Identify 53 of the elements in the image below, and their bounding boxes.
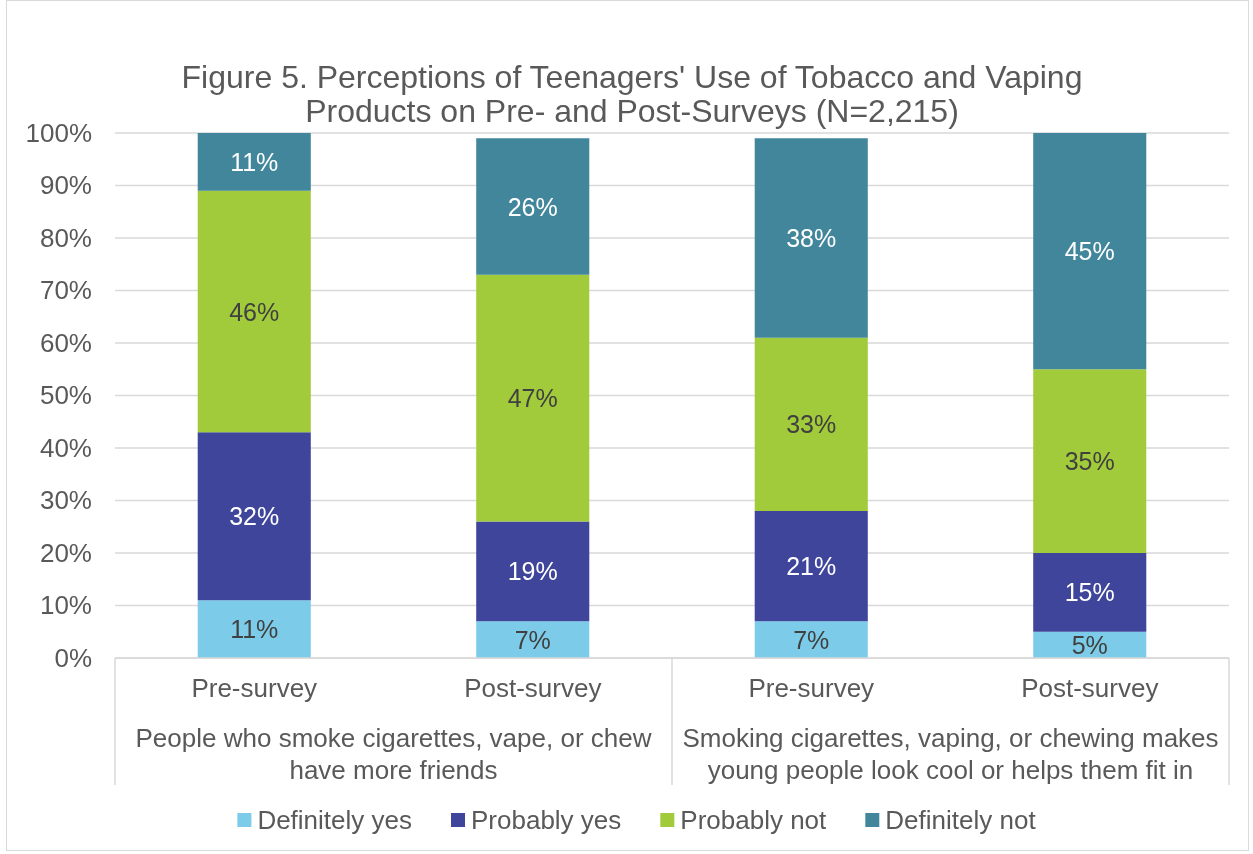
legend-label: Probably not bbox=[680, 805, 828, 835]
y-tick-label: 60% bbox=[39, 327, 92, 358]
data-label: 19% bbox=[507, 557, 558, 586]
data-label: 26% bbox=[507, 192, 558, 221]
legend-label: Definitely yes bbox=[257, 805, 413, 835]
bar bbox=[197, 133, 311, 191]
data-label: 45% bbox=[1064, 237, 1115, 266]
data-label: 21% bbox=[786, 552, 837, 581]
bar bbox=[754, 337, 868, 511]
data-label: 38% bbox=[786, 224, 837, 252]
x-tick-label: Pre-survey bbox=[191, 673, 318, 704]
bar bbox=[1033, 369, 1147, 553]
x-tick-label: Post-survey bbox=[464, 673, 602, 704]
bar bbox=[476, 621, 590, 658]
legend-label: Definitely not bbox=[885, 805, 1037, 835]
data-label: 47% bbox=[507, 384, 558, 413]
y-tick-label: 0% bbox=[54, 642, 92, 673]
y-tick-label: 80% bbox=[39, 222, 92, 253]
text: Smoking cigarettes, vaping, or chewing makes young people look cool or helps them fit in bbox=[682, 723, 1219, 785]
bar bbox=[197, 432, 311, 601]
y-tick-label: 50% bbox=[39, 380, 92, 411]
y-tick-label: 90% bbox=[39, 170, 92, 201]
bar bbox=[1033, 553, 1147, 632]
x-tick-label: Post-survey bbox=[1021, 673, 1159, 704]
data-label: 46% bbox=[229, 297, 280, 326]
data-label: 33% bbox=[786, 410, 837, 439]
y-tick-label: 10% bbox=[39, 590, 92, 621]
data-label: 35% bbox=[1064, 447, 1115, 476]
data-label: 5% bbox=[1071, 630, 1108, 659]
bar bbox=[754, 621, 868, 658]
bar bbox=[476, 521, 590, 622]
bar bbox=[754, 138, 868, 338]
y-tick-label: 20% bbox=[39, 537, 92, 568]
y-tick-label: 100% bbox=[25, 117, 92, 148]
bar bbox=[476, 274, 590, 522]
bar bbox=[754, 511, 868, 622]
x-tick-label: Pre-survey bbox=[748, 673, 875, 704]
text: People who smoke cigarettes, vape, or chew have more friends bbox=[135, 723, 652, 785]
data-label: 32% bbox=[229, 502, 280, 531]
bar bbox=[197, 600, 311, 658]
y-tick-label: 30% bbox=[39, 485, 92, 516]
legend-label: Probably yes bbox=[471, 805, 622, 835]
chart-title: Figure 5. Perceptions of Teenagers' Use of Tobacco and Vaping Products on Pre- and Post-Surveys (N=2,215) bbox=[181, 59, 1083, 129]
data-label: 11% bbox=[230, 615, 279, 644]
y-tick-label: 40% bbox=[39, 432, 92, 463]
bar bbox=[197, 190, 311, 433]
data-label: 11% bbox=[230, 147, 279, 176]
y-tick-label: 70% bbox=[39, 275, 92, 306]
bar bbox=[476, 138, 590, 275]
bar bbox=[1033, 133, 1147, 370]
data-label: 7% bbox=[793, 625, 830, 654]
data-label: 7% bbox=[514, 625, 551, 654]
data-label: 15% bbox=[1064, 578, 1115, 607]
